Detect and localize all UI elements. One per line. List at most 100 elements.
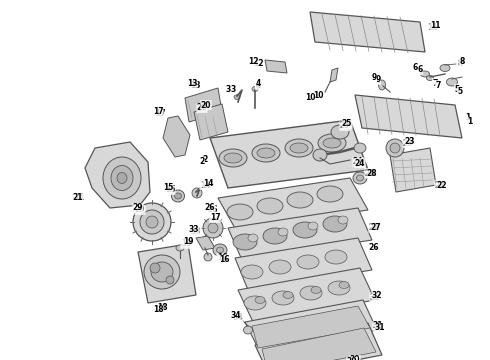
Ellipse shape — [378, 80, 386, 90]
Ellipse shape — [390, 143, 400, 153]
Text: 13: 13 — [187, 78, 197, 87]
Ellipse shape — [386, 139, 404, 157]
Polygon shape — [238, 268, 375, 322]
Text: 12: 12 — [253, 59, 263, 68]
Ellipse shape — [311, 287, 321, 293]
Text: 31: 31 — [375, 324, 385, 333]
Polygon shape — [255, 323, 382, 360]
Text: 5: 5 — [454, 85, 460, 94]
Ellipse shape — [325, 250, 347, 264]
Text: 19: 19 — [183, 238, 193, 247]
Text: 21: 21 — [73, 194, 83, 202]
Text: 3: 3 — [225, 85, 231, 94]
Text: 16: 16 — [219, 256, 229, 265]
Ellipse shape — [248, 234, 258, 242]
Ellipse shape — [285, 139, 313, 157]
Text: 25: 25 — [342, 120, 352, 129]
Text: 27: 27 — [368, 224, 379, 233]
Ellipse shape — [234, 94, 240, 99]
Ellipse shape — [287, 192, 313, 208]
Polygon shape — [85, 142, 150, 208]
Polygon shape — [210, 120, 368, 188]
Ellipse shape — [227, 204, 253, 220]
Ellipse shape — [317, 186, 343, 202]
Ellipse shape — [151, 262, 173, 282]
Ellipse shape — [278, 228, 288, 236]
Text: 26: 26 — [208, 206, 218, 215]
Text: 27: 27 — [371, 224, 381, 233]
Text: 17: 17 — [155, 108, 165, 117]
Ellipse shape — [219, 149, 247, 167]
Text: 33: 33 — [191, 228, 201, 237]
Polygon shape — [262, 328, 376, 360]
Text: 13: 13 — [190, 81, 200, 90]
Ellipse shape — [300, 286, 322, 300]
Polygon shape — [252, 306, 370, 348]
Ellipse shape — [313, 149, 327, 161]
Polygon shape — [163, 116, 190, 157]
Ellipse shape — [166, 276, 174, 284]
Ellipse shape — [426, 76, 434, 81]
Text: 7: 7 — [432, 78, 438, 87]
Ellipse shape — [263, 228, 287, 244]
Text: 26: 26 — [369, 243, 379, 252]
Text: 34: 34 — [231, 311, 241, 320]
Text: 28: 28 — [367, 170, 377, 179]
Text: 23: 23 — [403, 139, 413, 148]
Text: 28: 28 — [365, 168, 375, 177]
Ellipse shape — [323, 216, 347, 232]
Text: 14: 14 — [200, 180, 210, 189]
Text: 6: 6 — [417, 66, 423, 75]
Text: 34: 34 — [233, 314, 243, 323]
Text: 21: 21 — [75, 194, 85, 202]
Ellipse shape — [144, 255, 180, 289]
Polygon shape — [235, 238, 372, 290]
Text: 8: 8 — [457, 58, 463, 68]
Text: 22: 22 — [435, 180, 445, 189]
Ellipse shape — [353, 172, 367, 184]
Text: 29: 29 — [133, 203, 143, 212]
Ellipse shape — [257, 148, 275, 158]
Ellipse shape — [244, 326, 252, 334]
Polygon shape — [265, 60, 287, 73]
Text: 9: 9 — [371, 73, 377, 82]
Ellipse shape — [293, 222, 317, 238]
Text: 8: 8 — [459, 58, 465, 67]
Ellipse shape — [208, 223, 218, 233]
Polygon shape — [355, 95, 462, 138]
Polygon shape — [218, 178, 368, 230]
Ellipse shape — [140, 210, 164, 234]
Ellipse shape — [354, 143, 366, 153]
Text: 4: 4 — [255, 81, 261, 90]
Ellipse shape — [103, 157, 141, 199]
Polygon shape — [310, 12, 425, 52]
Polygon shape — [330, 68, 338, 82]
Text: 30: 30 — [350, 356, 360, 360]
Ellipse shape — [272, 291, 294, 305]
Text: 9: 9 — [375, 76, 381, 85]
Ellipse shape — [204, 253, 212, 261]
Ellipse shape — [328, 281, 350, 295]
Ellipse shape — [323, 138, 341, 148]
Ellipse shape — [111, 166, 133, 190]
Text: 29: 29 — [135, 206, 145, 215]
Text: 24: 24 — [355, 158, 365, 167]
Ellipse shape — [213, 244, 227, 256]
Text: 30: 30 — [347, 357, 357, 360]
Text: 19: 19 — [181, 239, 191, 248]
Text: 1: 1 — [466, 113, 470, 122]
Ellipse shape — [283, 292, 293, 298]
Ellipse shape — [252, 144, 280, 162]
Ellipse shape — [357, 175, 364, 181]
Polygon shape — [138, 244, 196, 303]
Ellipse shape — [269, 260, 291, 274]
Polygon shape — [390, 148, 436, 192]
Text: 22: 22 — [437, 181, 447, 190]
Text: 3: 3 — [230, 85, 236, 94]
Polygon shape — [228, 208, 372, 260]
Text: 2: 2 — [202, 156, 208, 165]
Ellipse shape — [338, 216, 348, 224]
Text: 4: 4 — [255, 78, 261, 87]
Text: 32: 32 — [370, 293, 380, 302]
Ellipse shape — [339, 282, 349, 288]
